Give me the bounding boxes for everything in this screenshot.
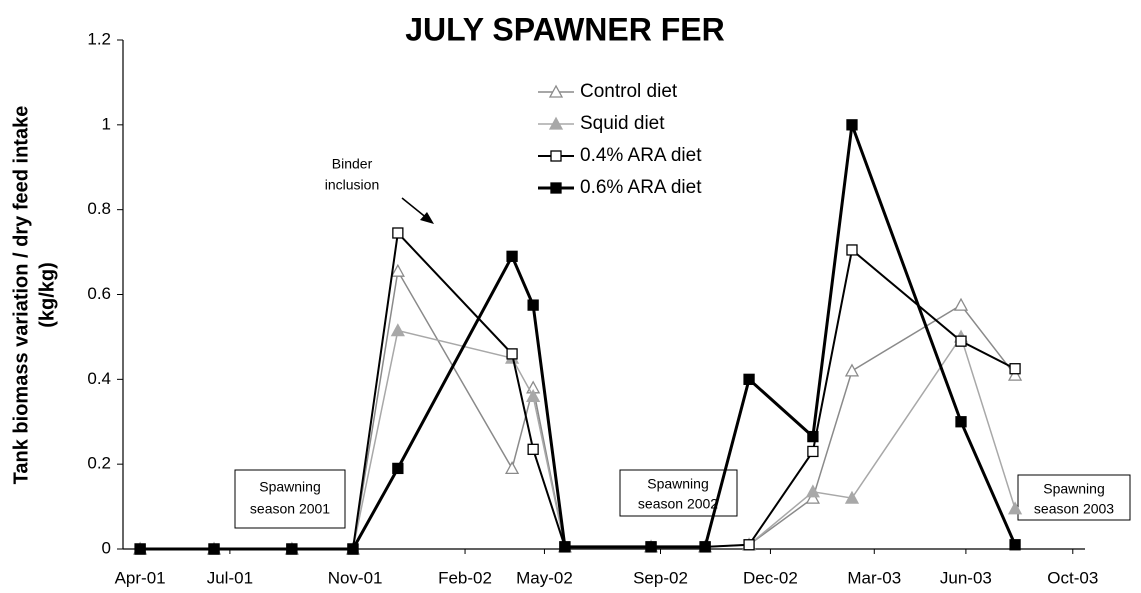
data-point	[506, 348, 518, 360]
y-axis-label: Tank biomass variation / dry feed intake	[10, 106, 32, 485]
annotation: Spawning	[259, 479, 321, 495]
data-point	[392, 462, 404, 475]
data-point	[743, 373, 755, 385]
y-tick-label: 0.6	[87, 284, 111, 303]
annotation-box	[234, 469, 346, 529]
annotation-box	[1017, 474, 1131, 521]
annotation: season 2001	[250, 501, 330, 517]
data-point	[506, 250, 518, 262]
x-tick-label: Apr-01	[115, 568, 166, 587]
data-point	[527, 299, 539, 311]
data-point	[504, 461, 520, 475]
x-tick-label: Jul-01	[207, 568, 253, 587]
y-tick-label: 1.2	[87, 29, 111, 48]
legend-label: Squid diet	[580, 113, 665, 134]
data-point	[807, 430, 819, 443]
chart-title: JULY SPAWNER FER	[405, 11, 724, 47]
y-tick-label: 0	[102, 538, 111, 557]
data-point	[844, 363, 860, 377]
x-tick-label: Feb-02	[438, 568, 492, 587]
x-tick-label: Jun-03	[940, 568, 992, 587]
legend-label: 0.4% ARA diet	[580, 145, 702, 166]
data-point	[807, 445, 819, 458]
data-point	[390, 263, 405, 277]
legend-label: 0.6% ARA diet	[580, 177, 702, 198]
data-point	[286, 543, 298, 555]
y-axis-label: (kg/kg)	[36, 262, 58, 328]
y-tick-label: 0.4	[87, 369, 111, 388]
data-point	[645, 541, 657, 553]
x-tick-label: Mar-03	[847, 568, 901, 587]
data-point	[1007, 501, 1023, 515]
data-point	[526, 388, 541, 402]
annotation-box	[619, 469, 738, 517]
y-tick-label: 0.8	[87, 199, 111, 218]
annotation: Binder	[332, 156, 373, 172]
data-point	[846, 244, 858, 256]
legend-marker	[548, 84, 564, 98]
annotation: season 2003	[1034, 501, 1114, 517]
y-tick-label: 1	[102, 114, 111, 133]
data-point	[390, 323, 405, 337]
x-tick-label: May-02	[516, 568, 573, 587]
y-tick-label: 0.2	[87, 454, 111, 473]
data-point	[208, 543, 220, 555]
x-tick-label: Sep-02	[633, 568, 688, 587]
arrow	[401, 197, 429, 220]
data-point	[955, 416, 967, 428]
x-tick-label: Dec-02	[743, 568, 798, 587]
data-point	[805, 490, 820, 504]
x-tick-label: Nov-01	[328, 568, 383, 587]
data-point	[805, 484, 820, 498]
data-point	[392, 227, 404, 239]
legend-marker	[550, 150, 562, 162]
arrow-head	[420, 212, 434, 224]
data-point	[1007, 367, 1023, 381]
data-point	[527, 443, 539, 455]
legend-label: Control diet	[580, 81, 678, 102]
legend-marker	[548, 116, 564, 130]
data-point	[844, 490, 860, 504]
data-point	[347, 543, 359, 555]
annotation: Spawning	[647, 476, 709, 492]
legend-marker	[550, 182, 562, 194]
annotation: Spawning	[1043, 481, 1105, 497]
x-tick-label: Oct-03	[1047, 568, 1098, 587]
data-point	[699, 541, 711, 553]
data-point	[134, 543, 146, 555]
data-point	[846, 119, 858, 131]
data-point	[559, 541, 571, 553]
data-point	[1009, 363, 1021, 375]
data-point	[953, 297, 969, 311]
annotation: inclusion	[325, 177, 379, 193]
data-point	[955, 335, 967, 347]
data-point	[1009, 539, 1021, 551]
annotation: season 2002	[638, 496, 718, 512]
data-point	[743, 539, 755, 551]
